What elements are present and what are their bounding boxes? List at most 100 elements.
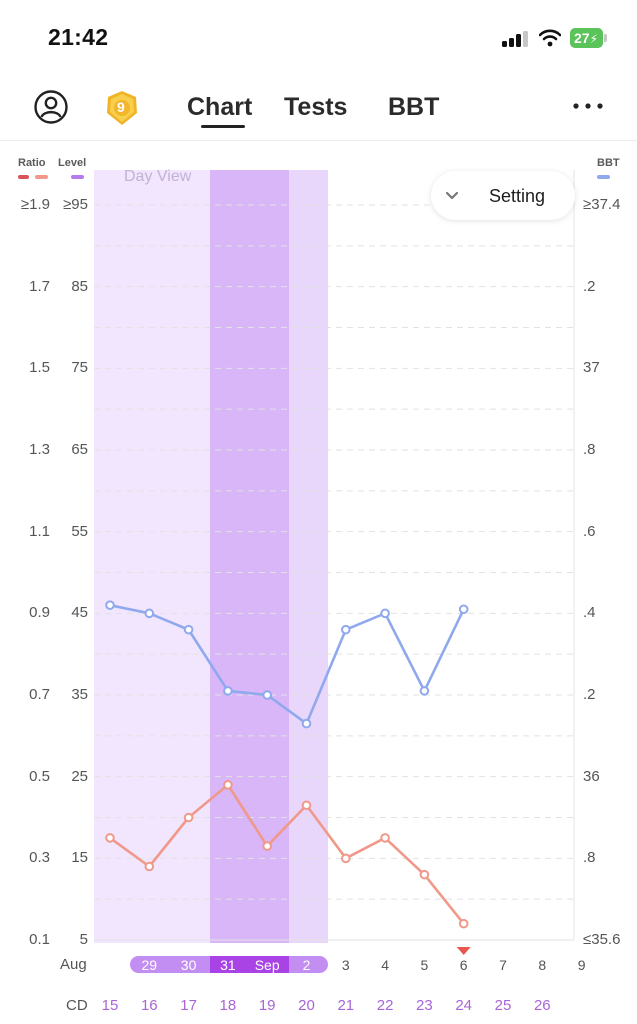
profile-icon[interactable]: [34, 90, 68, 124]
date-label[interactable]: 29: [141, 957, 158, 973]
ratio-tick-label: 1.7: [29, 277, 50, 295]
cellular-signal-icon: [502, 31, 530, 47]
date-label[interactable]: 3: [341, 957, 350, 973]
status-time: 21:42: [48, 24, 109, 50]
bbt-data-point[interactable]: [223, 686, 233, 696]
bbt-tick-label: 36: [583, 767, 600, 785]
cycle-day-label[interactable]: 17: [180, 997, 197, 1014]
date-label[interactable]: 5: [420, 957, 429, 973]
level-tick-label: 25: [71, 767, 88, 785]
cycle-day-label[interactable]: 23: [416, 997, 433, 1014]
date-label[interactable]: 8: [538, 957, 547, 973]
level-badge-icon[interactable]: 9: [104, 89, 140, 127]
bbt-tick-label: .6: [583, 522, 596, 540]
bbt-series-line: [109, 603, 465, 725]
bbt-data-point[interactable]: [183, 624, 194, 635]
level-tick-label: 55: [71, 522, 88, 540]
bbt-tick-label: .8: [583, 849, 596, 867]
level-tick-label: 75: [71, 359, 88, 377]
level-tick-label: 5: [79, 931, 88, 948]
level-tick-label: 35: [71, 686, 88, 703]
legend-bbt-label: BBT: [597, 157, 620, 169]
legend-ratio-swatch-light: [35, 175, 48, 179]
more-options-icon[interactable]: [571, 96, 605, 116]
cycle-day-label[interactable]: 19: [258, 997, 276, 1014]
cycle-day-label[interactable]: 22: [376, 997, 394, 1014]
legend-level-swatch: [71, 175, 84, 179]
ratio-tick-label: ≥1.9: [20, 196, 50, 213]
date-label[interactable]: 4: [381, 957, 389, 973]
date-pill-fertile-end: [289, 956, 328, 973]
cycle-day-label[interactable]: 16: [140, 997, 158, 1014]
date-pill-peak: [210, 956, 289, 973]
date-label[interactable]: Sep: [254, 957, 280, 973]
ratio-data-point[interactable]: [419, 869, 430, 880]
legend-bbt-swatch: [597, 175, 610, 179]
date-label[interactable]: 2: [302, 957, 311, 973]
bbt-data-point[interactable]: [105, 600, 115, 610]
date-label[interactable]: 6: [459, 957, 468, 973]
badge-number: 9: [117, 99, 125, 115]
bbt-tick-label: ≤35.6: [583, 931, 621, 948]
bbt-data-point[interactable]: [419, 686, 430, 696]
cycle-day-label[interactable]: 21: [337, 997, 355, 1014]
ratio-tick-label: 0.5: [29, 767, 50, 785]
peak-band: [210, 170, 289, 943]
date-label[interactable]: 7: [499, 957, 507, 973]
tab-tests[interactable]: Tests: [284, 93, 348, 121]
ratio-tick-label: 0.1: [29, 931, 50, 948]
bbt-tick-label: .4: [583, 604, 596, 622]
month-label: Aug: [60, 956, 87, 973]
date-label[interactable]: 30: [180, 957, 197, 973]
bbt-data-point[interactable]: [341, 624, 351, 635]
tab-chart[interactable]: Chart: [187, 93, 253, 121]
level-tick-label: 45: [71, 604, 88, 622]
level-tick-label: 65: [71, 441, 88, 458]
level-tick-label: 15: [71, 849, 88, 867]
ratio-data-point[interactable]: [105, 833, 115, 843]
ratio-data-point[interactable]: [262, 841, 273, 851]
bbt-tick-label: .8: [583, 441, 596, 458]
nav-divider: [0, 140, 637, 141]
fertile-band-light: [94, 170, 210, 943]
ratio-tick-label: 0.9: [29, 604, 50, 622]
battery-tip: [604, 34, 607, 42]
wifi-icon: [539, 29, 561, 47]
date-label[interactable]: 31: [220, 957, 236, 973]
ratio-tick-label: 1.1: [29, 522, 50, 540]
ratio-tick-label: 1.5: [29, 359, 50, 377]
date-label[interactable]: 9: [577, 957, 586, 973]
active-tab-indicator: [201, 125, 245, 128]
ratio-data-point[interactable]: [380, 833, 390, 843]
ratio-data-point[interactable]: [183, 812, 194, 823]
cycle-day-label[interactable]: 25: [494, 997, 512, 1014]
bbt-tick-label: .2: [583, 686, 596, 703]
level-tick-label: 85: [71, 277, 88, 295]
bbt-tick-label: .2: [583, 277, 596, 295]
bbt-tick-label: ≥37.4: [583, 196, 621, 213]
cycle-day-label[interactable]: 26: [533, 997, 551, 1014]
bbt-data-point[interactable]: [144, 608, 155, 619]
ratio-data-point[interactable]: [144, 861, 155, 872]
battery-indicator: 27⚡: [570, 28, 603, 48]
legend-ratio-swatch-dark: [18, 175, 29, 179]
setting-label: Setting: [489, 186, 546, 206]
ratio-tick-label: 1.3: [29, 441, 50, 458]
tab-bbt[interactable]: BBT: [388, 93, 440, 121]
cycle-day-label[interactable]: 24: [455, 997, 473, 1014]
ratio-data-point[interactable]: [223, 780, 233, 790]
ratio-tick-label: 0.7: [29, 686, 50, 703]
ratio-data-point[interactable]: [458, 918, 469, 929]
bbt-data-point[interactable]: [380, 608, 390, 619]
bbt-data-point[interactable]: [301, 718, 312, 729]
ratio-data-point[interactable]: [341, 853, 351, 864]
ratio-data-point[interactable]: [301, 800, 312, 811]
cycle-day-label[interactable]: 15: [101, 997, 119, 1014]
cycle-day-label[interactable]: 18: [219, 997, 237, 1014]
date-pill-fertile: [130, 956, 210, 973]
bbt-data-point[interactable]: [458, 604, 469, 615]
fertile-band-mid: [289, 170, 328, 943]
cycle-day-label[interactable]: 20: [298, 997, 315, 1014]
bbt-data-point[interactable]: [262, 690, 273, 700]
